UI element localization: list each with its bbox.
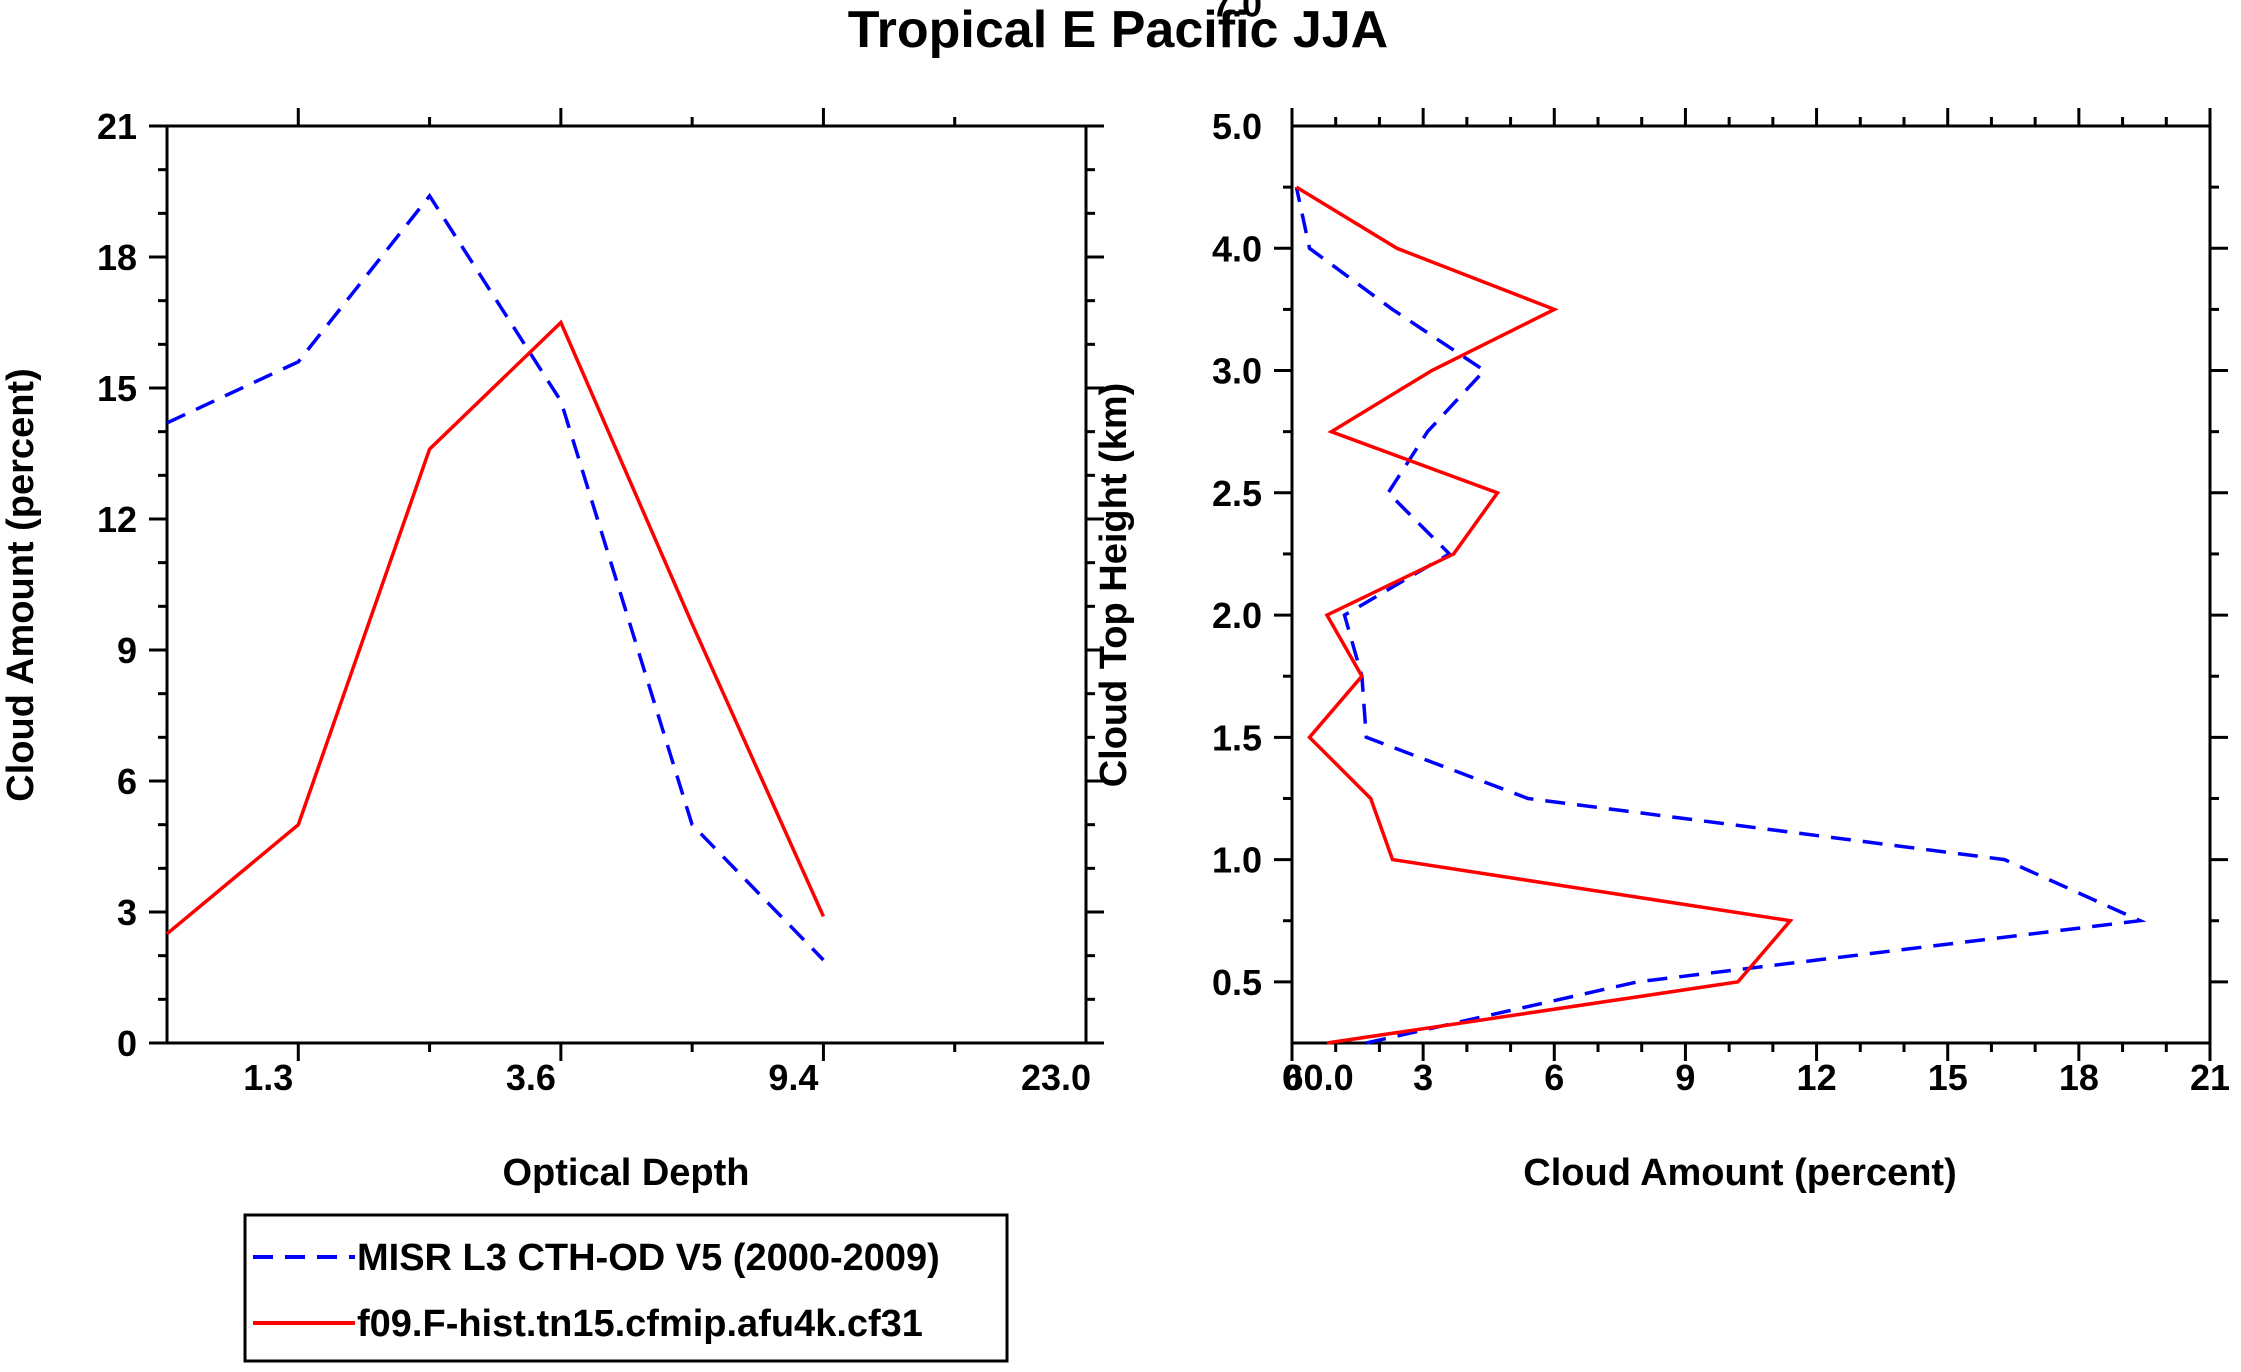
left-x-tick-label: 3.6 xyxy=(506,1057,556,1098)
legend-box xyxy=(243,1213,1009,1363)
right-y-tick-label: 2.0 xyxy=(1212,595,1262,636)
left-y-tick-label: 3 xyxy=(117,892,137,933)
left-y-axis-title: Cloud Amount (percent) xyxy=(0,368,42,801)
left-y-tick-label: 15 xyxy=(97,368,137,409)
right-y-axis-title: Cloud Top Height (km) xyxy=(1093,383,1135,788)
left-x-tick-label: 23.0 xyxy=(1021,1057,1091,1098)
right-plot-frame xyxy=(1290,124,2212,1045)
legend: MISR L3 CTH-OD V5 (2000-2009) f09.F-hist… xyxy=(243,1213,1009,1363)
left-x-tick-label: 1.3 xyxy=(243,1057,293,1098)
left-series-model xyxy=(165,319,825,936)
right-y-tick-label: 1.0 xyxy=(1212,840,1262,881)
left-y-tick-label: 9 xyxy=(117,630,137,671)
legend-label-misr: MISR L3 CTH-OD V5 (2000-2009) xyxy=(357,1237,940,1279)
right-panel: 0369121518210.51.01.52.02.53.04.05.07.09… xyxy=(1212,0,2230,1098)
right-x-tick-label: 18 xyxy=(2059,1057,2099,1098)
left-x-axis-title: Optical Depth xyxy=(502,1152,749,1194)
right-y-tick-label: 0.5 xyxy=(1212,962,1262,1003)
left-panel: 0 3 6 9 12 15 18 21 1.3 3.6 9.4 23.0 60.0 xyxy=(97,106,1354,1098)
right-x-tick-label: 21 xyxy=(2190,1057,2230,1098)
right-y-tick-label: 2.5 xyxy=(1212,473,1262,514)
left-y-tick-label: 0 xyxy=(117,1023,137,1064)
right-y-tick-label: 7.0 xyxy=(1212,0,1262,25)
legend-label-model: f09.F-hist.tn15.cfmip.afu4k.cf31 xyxy=(357,1303,923,1345)
figure-title: Tropical E Pacific JJA xyxy=(848,1,1388,59)
right-y-tick-label: 4.0 xyxy=(1212,228,1262,269)
right-x-tick-label: 9 xyxy=(1675,1057,1695,1098)
right-y-tick-label: 3.0 xyxy=(1212,351,1262,392)
right-x-tick-label: 15 xyxy=(1928,1057,1968,1098)
left-y-tick-label: 18 xyxy=(97,237,137,278)
left-y-tick-label: 12 xyxy=(97,499,137,540)
right-y-tick-label: 1.5 xyxy=(1212,717,1262,758)
right-x-tick-label: 6 xyxy=(1544,1057,1564,1098)
right-x-axis-title: Cloud Amount (percent) xyxy=(1523,1152,1956,1194)
right-y-tick-label: 5.0 xyxy=(1212,106,1262,147)
right-x-tick-label: 3 xyxy=(1413,1057,1433,1098)
right-x-tick-label: 0 xyxy=(1282,1057,1302,1098)
left-x-tick-label: 60.0 xyxy=(1284,1057,1354,1098)
right-series-misr xyxy=(1294,186,2147,1045)
left-x-tick-label: 9.4 xyxy=(768,1057,818,1098)
left-plot-frame xyxy=(165,124,1088,1045)
left-y-tick-label: 6 xyxy=(117,761,137,802)
left-y-tick-label: 21 xyxy=(97,106,137,147)
right-x-tick-label: 12 xyxy=(1797,1057,1837,1098)
right-series-model xyxy=(1295,185,1794,1045)
left-series-misr xyxy=(166,192,825,962)
